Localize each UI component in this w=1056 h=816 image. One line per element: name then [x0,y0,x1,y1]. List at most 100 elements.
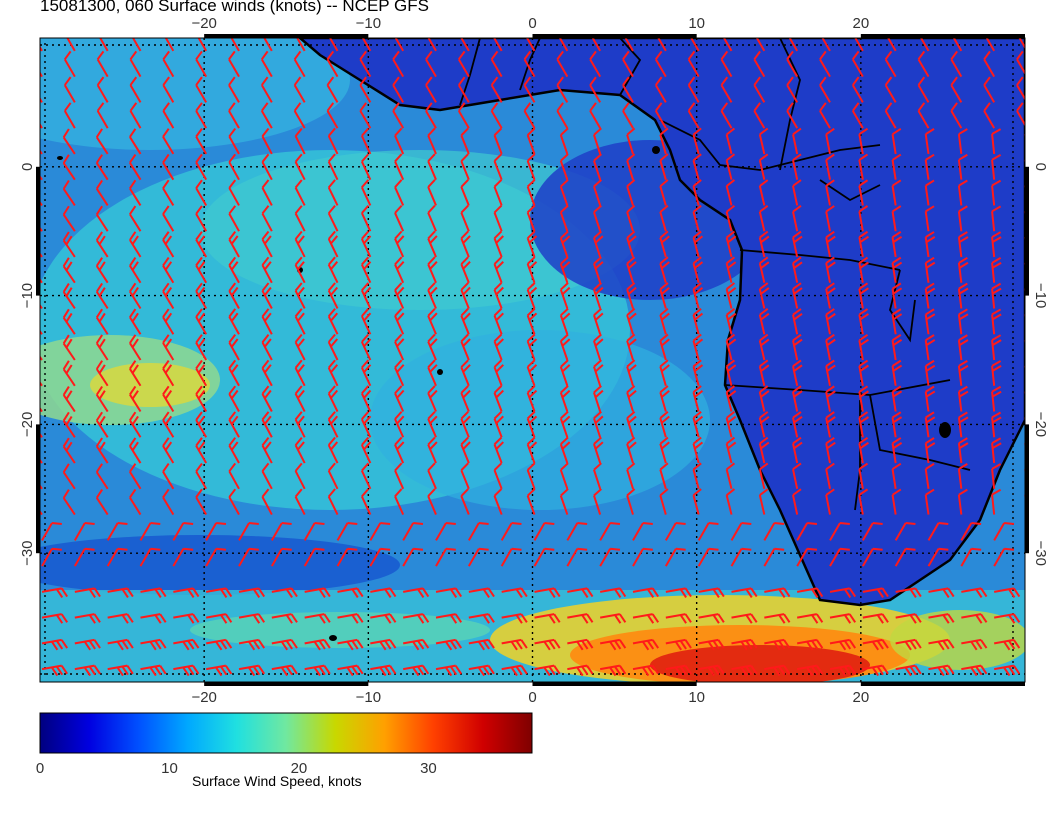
wind-barb [394,411,405,438]
wind-barb [228,256,240,284]
wind-barb [924,437,936,464]
wind-barb [758,153,769,180]
wind-barb [626,436,637,464]
wind-barb [427,230,438,258]
wind-barb [261,308,273,335]
frame-tick-right [1025,166,1029,296]
wind-barb [360,411,372,438]
wind-barb [326,50,339,78]
wind-barb [95,205,109,232]
wind-barb [129,205,142,232]
wind-barb [957,308,969,335]
wind-barb [162,282,175,309]
wind-barb [861,547,883,567]
wind-barb [659,153,669,180]
wind-barb [195,437,208,464]
wind-barb [228,462,240,490]
wind-barb [294,153,306,181]
wind-barb [162,153,175,181]
wind-barb [917,0,937,25]
wind-barb [758,127,769,155]
wind-barb [96,0,116,25]
wind-barb [917,50,930,78]
wind-barb [261,462,273,490]
lat-tick-label-left: 0 [19,163,36,171]
wind-barb [1024,334,1025,361]
wind-barb [559,179,569,206]
wind-barb [62,334,76,361]
wind-barb [960,522,982,541]
wind-barb [1027,613,1052,626]
wind-barb [825,411,836,438]
wind-barb [758,230,770,258]
wind-barb [621,0,641,25]
wind-barb [129,50,142,78]
wind-barb [394,488,405,515]
wind-barb [139,522,161,541]
wind-barb [858,205,869,232]
wind-barb [858,230,869,258]
wind-barb [991,308,1002,335]
wind-barb [327,308,339,335]
wind-barb [792,385,803,412]
wind-barb [659,462,669,490]
lon-tick-label-top: 20 [852,15,869,32]
wind-barb [593,307,604,335]
wind-barb [593,385,604,412]
wind-barb [523,50,536,78]
wind-barb [526,385,538,412]
wind-barb [786,50,799,78]
wind-barb [764,664,791,677]
wind-barb [858,256,869,283]
wind-barb [62,179,76,206]
wind-barb [62,463,76,490]
wind-barb [359,102,372,129]
wind-barb [457,76,470,103]
wind-barb [764,691,789,704]
wind-barb [891,462,902,489]
wind-barb [556,50,569,78]
wind-barb [228,102,240,129]
wind-barb [403,691,428,704]
wind-barb [957,153,968,180]
wind-barb [626,179,636,206]
wind-barb [593,127,602,155]
wind-barb [796,664,824,677]
wind-barb [294,411,306,438]
wind-barb [195,76,208,103]
wind-barb [173,638,200,651]
wind-barb [858,333,869,361]
wind-barb [95,437,109,464]
wind-barb [337,638,364,651]
wind-barb [991,205,1002,232]
wind-barb [95,154,109,181]
wind-barb [460,488,470,515]
wind-barb [294,308,306,335]
wind-barb [41,613,69,624]
wind-barb [1027,691,1052,704]
wind-barb [927,547,949,567]
wind-barb [851,38,864,52]
wind-barb [858,488,869,515]
wind-barb [692,179,702,206]
wind-barb [62,205,76,232]
wind-barb [786,76,799,103]
wind-barb [725,179,736,206]
wind-barb [991,257,1002,283]
wind-barb [62,360,76,387]
wind-barb [205,587,233,598]
wind-barb [957,282,969,309]
wind-barb [228,231,240,258]
wind-barb [698,587,725,598]
wind-barb [659,282,670,309]
frame-tick-bottom [532,682,697,686]
wind-barb [369,522,391,541]
wind-barb [228,50,240,78]
wind-barb [991,360,1002,386]
wind-barb [825,256,836,283]
wind-barb [891,437,903,464]
wind-barb [394,256,405,284]
wind-barb [107,613,134,624]
wind-barb [559,333,571,361]
wind-barb [566,522,588,541]
